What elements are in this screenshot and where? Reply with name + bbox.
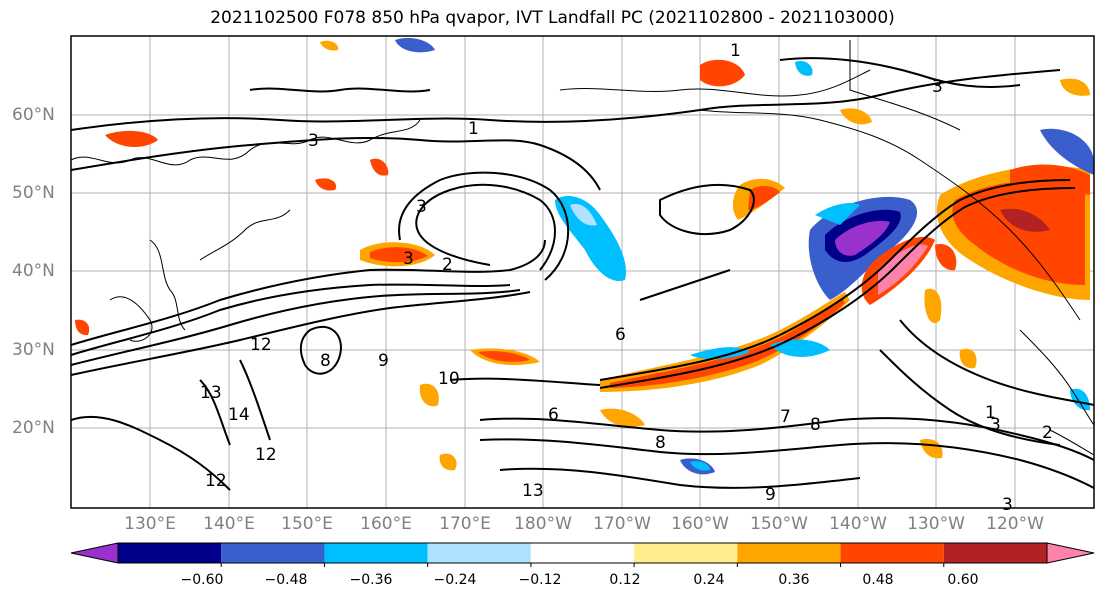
map-area	[71, 36, 1094, 508]
contour-label: 6	[615, 325, 626, 345]
contour-label: 14	[228, 405, 250, 425]
contour-label: 10	[438, 369, 460, 389]
colorbar-swatch	[840, 543, 944, 563]
colorbar-tick-label: 0.36	[778, 572, 810, 588]
contour-lines	[70, 57, 1095, 491]
colorbar-tick-label: 0.24	[693, 572, 725, 588]
contour-label: 3	[308, 131, 319, 151]
colorbar-swatch	[221, 543, 325, 563]
contour-label: 3	[1002, 495, 1013, 515]
lon-label: 140°W	[829, 514, 887, 534]
colorbar-tick-label: −0.12	[518, 572, 562, 588]
contour-label: 2	[1042, 423, 1053, 443]
colorbar-extend-high	[1046, 542, 1095, 564]
contour-label-group: 3 1 3 3 2 3 6 10 12 13 14 12 12 13 8 7 8…	[200, 41, 1053, 515]
lon-label: 130°W	[907, 514, 965, 534]
colorbar-tick-label: −0.36	[349, 572, 393, 588]
lon-label: 150°W	[750, 514, 808, 534]
contour-label: 3	[932, 77, 943, 97]
lon-label: 180°W	[514, 514, 572, 534]
colorbar-tick-label: 0.12	[609, 572, 641, 588]
colorbar-ticks	[220, 563, 945, 567]
contour-label: 1	[468, 119, 479, 139]
colorbar-extend-low	[70, 542, 119, 564]
lon-label: 170°E	[439, 514, 491, 534]
lat-label-60n: 60°N	[12, 105, 55, 125]
contour-label: 12	[255, 445, 277, 465]
colorbar-tick-label: 0.48	[862, 572, 894, 588]
contour-label: 9	[765, 485, 776, 505]
contour-label: 9	[378, 351, 389, 371]
colorbar-swatch	[324, 543, 428, 563]
contour-label: 1	[985, 403, 996, 423]
colorbar-swatch	[118, 543, 222, 563]
colorbar-frame	[117, 542, 1048, 564]
contour-label: 6	[548, 405, 559, 425]
lat-label-20n: 20°N	[12, 418, 55, 438]
plot-title: 2021102500 F078 850 hPa qvapor, IVT Land…	[210, 8, 895, 28]
lon-label: 160°W	[671, 514, 729, 534]
contour-label: 13	[522, 481, 544, 501]
lat-label-50n: 50°N	[12, 183, 55, 203]
colorbar-swatch	[737, 543, 841, 563]
lon-label: 120°W	[986, 514, 1044, 534]
lon-label: 140°E	[203, 514, 255, 534]
colorbar	[70, 542, 1095, 567]
contour-label: 12	[205, 471, 227, 491]
lon-label: 170°W	[593, 514, 651, 534]
contour-label: 7	[780, 407, 791, 427]
map-plot: 3 1 3 3 2 3 6 10 12 13 14 12 12 13 8 7 8…	[70, 35, 1095, 515]
contour-label: 8	[320, 351, 331, 371]
colorbar-tick-label: −0.24	[433, 572, 477, 588]
lat-label-30n: 30°N	[12, 340, 55, 360]
contour-label: 12	[250, 335, 272, 355]
colorbar-swatch	[943, 543, 1047, 563]
contour-label: 3	[403, 249, 414, 269]
contour-label: 3	[416, 197, 427, 217]
colorbar-tick-label: −0.60	[180, 572, 224, 588]
lat-label-40n: 40°N	[12, 261, 55, 281]
contour-label: 2	[442, 255, 453, 275]
colorbar-swatch	[634, 543, 738, 563]
lon-label: 160°E	[360, 514, 412, 534]
contour-label: 13	[200, 383, 222, 403]
colorbar-tick-label: 0.60	[947, 572, 979, 588]
contour-label: 8	[810, 415, 821, 435]
lon-label: 130°E	[124, 514, 176, 534]
colorbar-swatch	[530, 543, 635, 563]
contour-label: 3	[990, 415, 1001, 435]
colorbar-tick-label: −0.48	[264, 572, 308, 588]
map-frame	[70, 35, 1095, 509]
contour-label: 8	[655, 433, 666, 453]
coastlines	[70, 40, 1095, 456]
lon-label: 150°E	[281, 514, 333, 534]
colorbar-swatch	[427, 543, 531, 563]
contour-label: 1	[730, 41, 741, 61]
colorbar-swatches	[70, 542, 1095, 564]
